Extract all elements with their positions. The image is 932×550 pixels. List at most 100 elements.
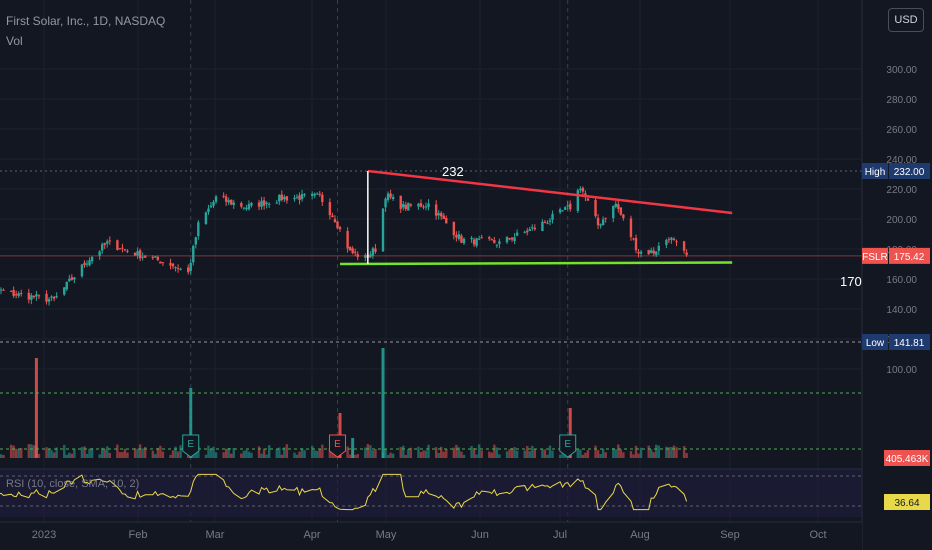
candle-body [2, 289, 5, 291]
candle-body [227, 200, 230, 203]
volume-bar [364, 447, 367, 458]
volume-bar [280, 454, 284, 458]
volume-label[interactable]: Vol [6, 34, 23, 48]
volume-bar [457, 447, 461, 458]
price-tick-label: 260.00 [886, 125, 917, 136]
volume-bar [667, 447, 671, 458]
volume-bar [247, 451, 251, 458]
candle-body [528, 229, 531, 232]
volume-bar [90, 448, 94, 458]
candle-body [667, 239, 671, 241]
volume-bar [179, 445, 182, 458]
candle-body [9, 290, 13, 292]
volume-bar [321, 444, 324, 458]
volume-bar [2, 454, 5, 458]
volume-bar [546, 454, 549, 458]
candle-body [576, 190, 580, 211]
volume-bar [260, 453, 263, 458]
candle-body [262, 200, 266, 206]
volume-bar [551, 450, 554, 458]
candle-body [222, 195, 225, 197]
chart-title[interactable]: First Solar, Inc., 1D, NASDAQ [6, 14, 166, 28]
volume-bar [386, 454, 390, 458]
volume-bar [80, 447, 84, 458]
candle-body [632, 238, 635, 240]
volume-bar [541, 449, 544, 458]
candle-body [133, 252, 137, 256]
volume-bar [47, 448, 51, 458]
volume-bar [599, 453, 602, 458]
candle-body [650, 250, 653, 253]
candle-body [399, 195, 402, 209]
volume-bar [313, 450, 316, 458]
time-tick-label: Sep [720, 529, 740, 541]
volume-bar [490, 452, 494, 458]
currency-button[interactable]: USD [888, 8, 924, 32]
candle-body [242, 207, 246, 209]
low-value: 141.81 [894, 338, 925, 349]
candle-body [161, 262, 165, 264]
volume-bar [652, 452, 655, 458]
candle-body [189, 263, 192, 271]
volume-bar [121, 451, 124, 458]
volume-bar [455, 444, 458, 458]
time-tick-label: May [376, 529, 397, 541]
candle-body [45, 293, 48, 302]
candle-body [599, 224, 602, 226]
candle-body [98, 251, 101, 256]
time-tick-label: Mar [206, 529, 225, 541]
current-price-tag-label: FSLR [862, 252, 888, 263]
low-badge [889, 334, 930, 350]
candle-body [12, 289, 15, 296]
low-tag [862, 334, 888, 350]
price-tick-label: 240.00 [886, 155, 917, 166]
rsi-legend[interactable]: RSI (10, close, SMA, 10, 2) [6, 478, 140, 490]
candle-body [374, 248, 377, 252]
volume-bar [477, 444, 481, 458]
candle-body [417, 203, 420, 207]
candle-body [247, 204, 251, 210]
volume-bar [230, 453, 233, 458]
candle-body [316, 193, 319, 195]
candle-body [407, 202, 410, 211]
candle-body [543, 221, 547, 223]
time-tick-label: Feb [129, 529, 148, 541]
volume-bar [579, 449, 582, 458]
volume-bar [17, 449, 20, 458]
volume-bar [328, 447, 332, 458]
volume-bar [295, 454, 299, 458]
volume-bar [675, 447, 678, 458]
candle-body [108, 240, 111, 242]
candle-body [682, 241, 686, 251]
candle-body [652, 250, 655, 254]
high-tag-label: High [865, 167, 886, 178]
candle-body [310, 193, 314, 196]
candle-body [100, 244, 104, 251]
candle-body [612, 205, 615, 219]
rsi-band [0, 469, 862, 517]
volume-bar [639, 447, 643, 458]
candle-body [159, 261, 162, 264]
candle-body [70, 277, 74, 280]
candle-body [622, 214, 625, 219]
candle-body [617, 204, 620, 209]
volume-bar [594, 445, 597, 458]
candle-body [275, 202, 278, 204]
support-trendline [340, 261, 733, 266]
candle-body [546, 222, 549, 224]
volume-bar [224, 448, 228, 458]
volume-bar [422, 450, 425, 458]
candle-body [118, 248, 122, 250]
volume-spike [381, 348, 385, 458]
volume-bar [45, 447, 48, 458]
volume-bar [409, 447, 413, 458]
volume-bar [558, 454, 562, 458]
candle-body [505, 236, 509, 243]
candle-body [154, 256, 157, 258]
volume-bar [318, 449, 321, 458]
volume-bar [424, 450, 428, 458]
volume-bar [584, 452, 587, 458]
current-price-value: 175.42 [894, 252, 925, 263]
candle-body [634, 237, 638, 251]
